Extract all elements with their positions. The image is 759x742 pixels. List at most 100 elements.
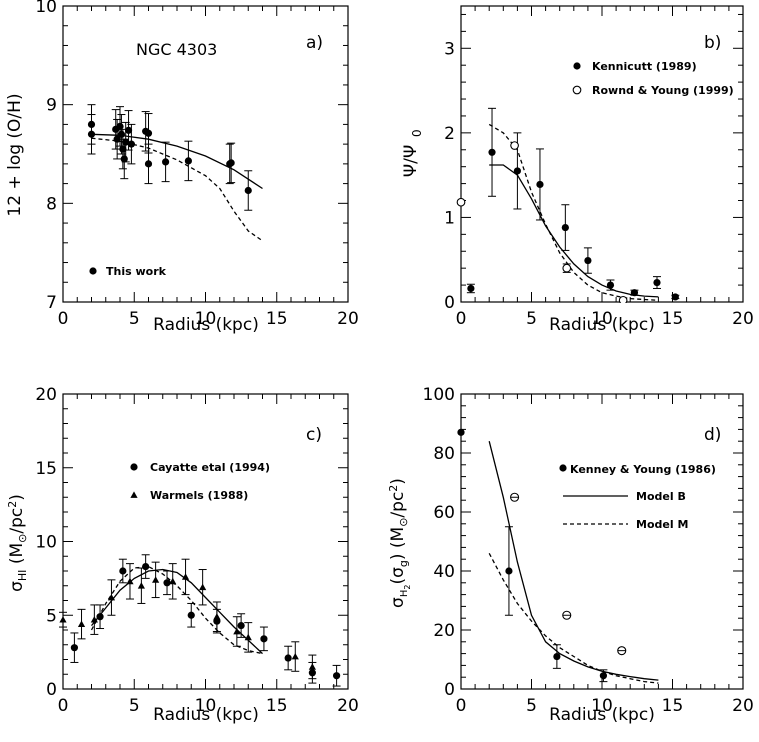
panel-a-ytick-label: 8: [46, 194, 57, 214]
panel-b-ytick-label: 2: [444, 124, 455, 144]
panel-b-ylabel: Ψ/Ψ 0: [401, 129, 424, 177]
panel-b-model-solid-line: [489, 164, 659, 298]
panel-c-data-point: [163, 579, 171, 587]
panel-c-xtick-label: 15: [266, 696, 288, 716]
panel-b-xlabel: Radius (kpc): [549, 315, 655, 335]
panel-c-data-point: [137, 582, 145, 589]
panel-c-ytick-label: 10: [35, 533, 57, 553]
panel-c-data-point: [77, 620, 86, 627]
panel-a-data-point: [162, 158, 170, 166]
panel-b-xtick-label: 5: [526, 309, 537, 329]
panel-d-xtick-label: 10: [591, 696, 613, 716]
panel-a-legend-marker: [89, 267, 97, 275]
panel-c-xtick-label: 0: [58, 696, 69, 716]
panel-b-xtick-label: 10: [591, 309, 613, 329]
svg-text:0: 0: [410, 129, 424, 137]
panel-b-xtick-label: 20: [732, 309, 754, 329]
panel-b-data-point: [488, 148, 496, 156]
panel-c-data-point: [152, 576, 160, 583]
panel-c-data-point: [244, 633, 252, 641]
panel-c-model-dashed-line: [90, 565, 263, 655]
panel-b-data-point: [584, 256, 592, 265]
panel-a-xtick-label: 10: [195, 309, 217, 329]
panel-b-legend-label-1: Rownd & Young (1999): [592, 84, 734, 97]
panel-c-data-point: [119, 567, 127, 575]
panel-b-ytick-label: 0: [444, 293, 455, 313]
panel-c-ylabel: σHI (M⊙/pc2): [6, 494, 29, 592]
panel-a-data-point: [124, 126, 133, 134]
panel-d-ytick-label: 100: [423, 385, 455, 405]
panel-c-ytick-label: 15: [35, 459, 57, 479]
panel-c-data-point: [213, 613, 221, 620]
panel-a-data-point: [113, 135, 121, 143]
panel-c-data-point: [291, 652, 299, 660]
panel-b-xtick-label: 0: [456, 309, 467, 329]
panel-c: c) Radius (kpc) σHI (M⊙/pc2) Cayatte eta…: [6, 425, 322, 725]
panel-b-data-point: [561, 223, 569, 232]
svg-text:σHI (M⊙/pc2): σHI (M⊙/pc2): [6, 494, 29, 592]
panel-b: b) Radius (kpc) Ψ/Ψ 0 Kennicutt (1989) R…: [401, 33, 734, 335]
panel-a-data-point: [227, 159, 235, 167]
panel-c-xlabel: Radius (kpc): [153, 705, 259, 725]
panel-d-plot: 0 5 10 15 20 0 20 40 60 80 100: [423, 385, 754, 716]
panel-c-data-point: [308, 663, 316, 670]
panel-b-data-point: [456, 197, 466, 207]
panel-c-data-point: [96, 613, 104, 621]
panel-a-ytick-label: 9: [46, 96, 57, 116]
panel-d-xtick-label: 5: [526, 696, 537, 716]
panel-d-xlabel: Radius (kpc): [549, 705, 655, 725]
panel-d-data-point: [599, 672, 608, 680]
panel-d-ytick-label: 40: [433, 562, 455, 582]
panel-a-ylabel: 12 + log (O/H): [5, 93, 25, 216]
panel-c-data-point: [169, 577, 177, 585]
panel-c-data-point: [187, 611, 195, 619]
panel-a-legend-label-0: This work: [106, 265, 167, 278]
panel-d-legend-marker: [559, 464, 567, 472]
panel-d-legend-label-2: Model M: [636, 518, 688, 531]
svg-text:Ψ/Ψ: Ψ/Ψ: [401, 145, 421, 178]
panel-c-legend-marker: [130, 463, 138, 471]
panel-d-data-point: [505, 567, 513, 575]
panel-b-data-point: [630, 289, 639, 297]
svg-text:σH2(σg) (M⊙/pc2): σH2(σg) (M⊙/pc2): [387, 478, 412, 608]
panel-a-xlabel: Radius (kpc): [153, 315, 259, 335]
panel-a-data-point: [117, 130, 126, 138]
panel-d-model-dashed-line: [488, 552, 659, 684]
panel-b-data-point: [536, 180, 544, 189]
panel-c-model-solid-line: [90, 568, 263, 655]
panel-b-legend-marker: [572, 85, 582, 95]
panel-a-plot: 0 5 10 15 20 7 8 9 10: [35, 0, 358, 329]
panel-a-data-point: [184, 157, 192, 165]
panel-d-ylabel: σH2(σg) (M⊙/pc2): [387, 478, 412, 608]
panel-a-ytick-label: 7: [46, 293, 57, 313]
panel-c-ytick-label: 5: [46, 606, 57, 626]
panel-d-xtick-label: 0: [456, 696, 467, 716]
panel-d-data-point: [553, 652, 561, 661]
panel-c-data-point: [126, 577, 134, 585]
panel-a-data-point: [122, 138, 130, 146]
panel-b-legend-marker: [573, 62, 581, 70]
panel-b-frame: [460, 5, 744, 303]
panel-b-data-point: [513, 167, 522, 175]
panel-d-label: d): [704, 425, 721, 445]
panel-d-data-point: [457, 428, 465, 436]
panel-b-legend-label-0: Kennicutt (1989): [592, 60, 697, 73]
panel-a-data-point: [144, 129, 153, 137]
panel-a-data-point: [87, 130, 96, 138]
panel-c-xtick-label: 5: [129, 696, 140, 716]
panel-d-ytick-label: 80: [433, 444, 455, 464]
panel-b-data-point: [671, 293, 679, 301]
panel-a-xtick-label: 20: [337, 309, 359, 329]
panel-a-ytick-label: 10: [35, 0, 57, 17]
panel-c-data-point: [59, 616, 67, 623]
panel-d-legend-label-0: Kenney & Young (1986): [570, 463, 716, 476]
panel-b-xtick-label: 15: [662, 309, 684, 329]
panel-a-xtick-label: 0: [58, 309, 69, 329]
panel-c-legend-marker: [130, 491, 138, 498]
panel-b-data-point: [606, 281, 615, 289]
panel-b-data-point: [653, 278, 661, 287]
panel-b-data-point: [510, 141, 519, 150]
panel-c-data-point: [181, 573, 190, 580]
panel-d-ytick-label: 20: [433, 621, 455, 641]
